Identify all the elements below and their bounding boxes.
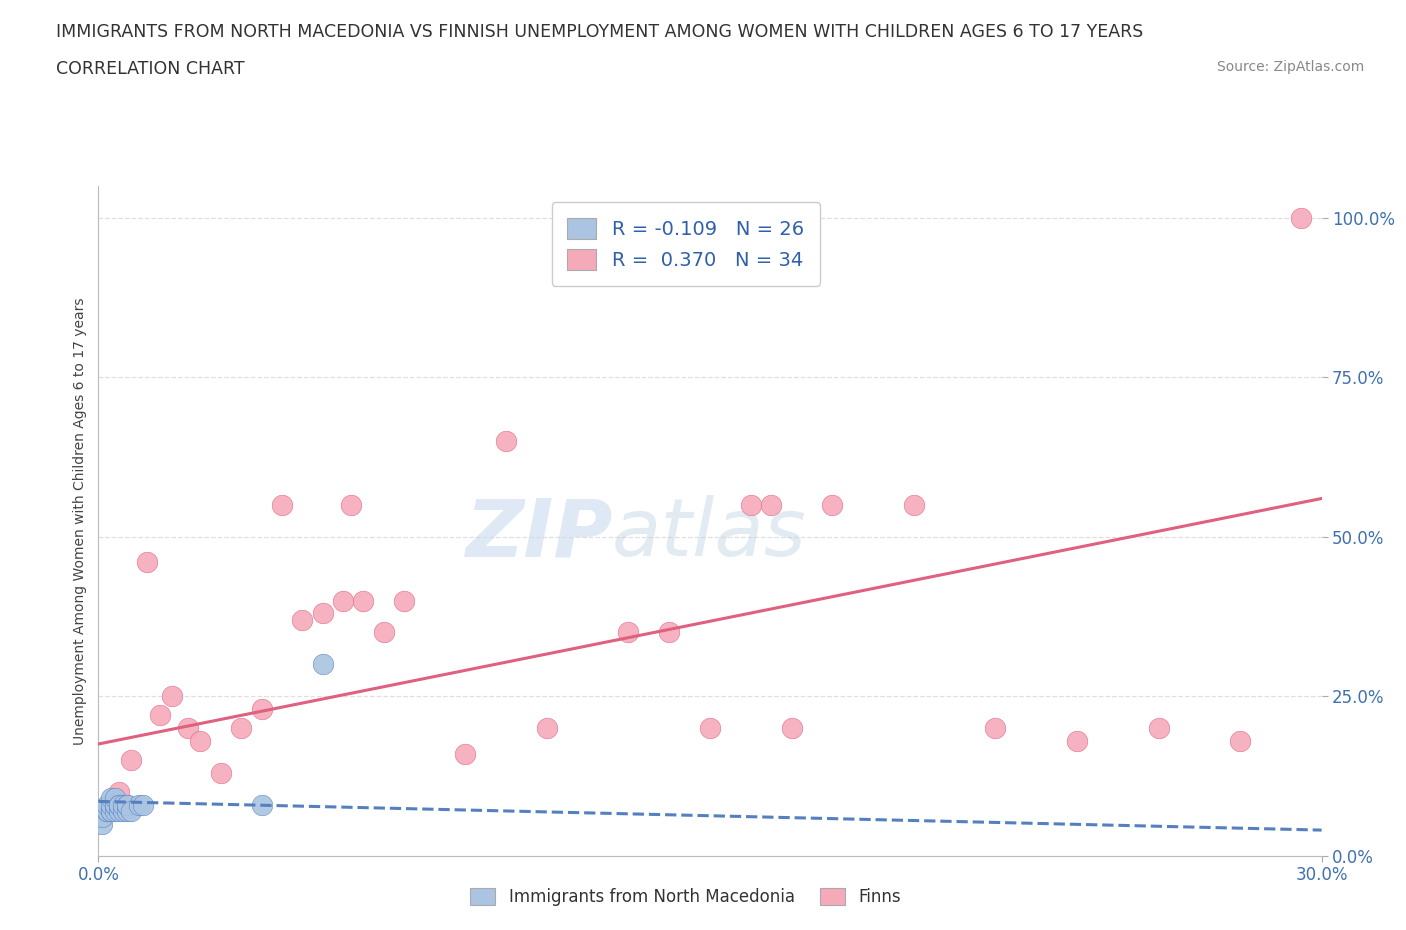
Point [136,555,159,570]
Point [454,746,477,761]
Point [1147,721,1170,736]
Point [903,498,925,512]
Point [104,804,127,818]
Point [132,797,155,812]
Point [96,804,118,818]
Point [250,797,273,812]
Legend: Immigrants from North Macedonia, Finns: Immigrants from North Macedonia, Finns [463,880,910,914]
Point [392,593,416,608]
Point [250,701,273,716]
Text: ZIP: ZIP [465,495,612,573]
Point [128,797,150,812]
Point [291,612,314,627]
Y-axis label: Unemployment Among Women with Children Ages 6 to 17 years: Unemployment Among Women with Children A… [73,297,87,745]
Text: IMMIGRANTS FROM NORTH MACEDONIA VS FINNISH UNEMPLOYMENT AMONG WOMEN WITH CHILDRE: IMMIGRANTS FROM NORTH MACEDONIA VS FINNI… [56,23,1143,41]
Point [373,625,395,640]
Point [120,752,142,767]
Point [104,797,127,812]
Point [96,804,118,818]
Point [177,721,200,736]
Point [1291,210,1313,225]
Point [96,797,118,812]
Point [209,765,232,780]
Point [104,797,127,812]
Text: CORRELATION CHART: CORRELATION CHART [56,60,245,78]
Point [231,721,253,736]
Point [115,797,138,812]
Point [108,797,131,812]
Point [120,804,142,818]
Point [495,433,517,448]
Point [108,797,131,812]
Point [821,498,844,512]
Point [536,721,558,736]
Point [100,797,122,812]
Point [108,784,131,799]
Point [658,625,681,640]
Point [149,708,172,723]
Point [352,593,374,608]
Point [115,797,138,812]
Point [111,797,134,812]
Point [108,804,131,818]
Point [740,498,762,512]
Point [104,790,127,805]
Point [91,810,114,825]
Point [188,734,212,749]
Point [1066,734,1088,749]
Text: atlas: atlas [612,495,807,573]
Point [111,804,134,818]
Point [91,817,114,831]
Point [100,804,122,818]
Point [699,721,721,736]
Text: Source: ZipAtlas.com: Source: ZipAtlas.com [1216,60,1364,74]
Point [100,790,122,805]
Point [332,593,354,608]
Point [312,605,335,620]
Point [312,657,335,671]
Point [340,498,363,512]
Point [761,498,783,512]
Point [160,689,183,704]
Point [270,498,294,512]
Point [780,721,803,736]
Point [984,721,1007,736]
Point [617,625,640,640]
Point [100,804,122,818]
Point [1229,734,1251,749]
Point [115,804,138,818]
